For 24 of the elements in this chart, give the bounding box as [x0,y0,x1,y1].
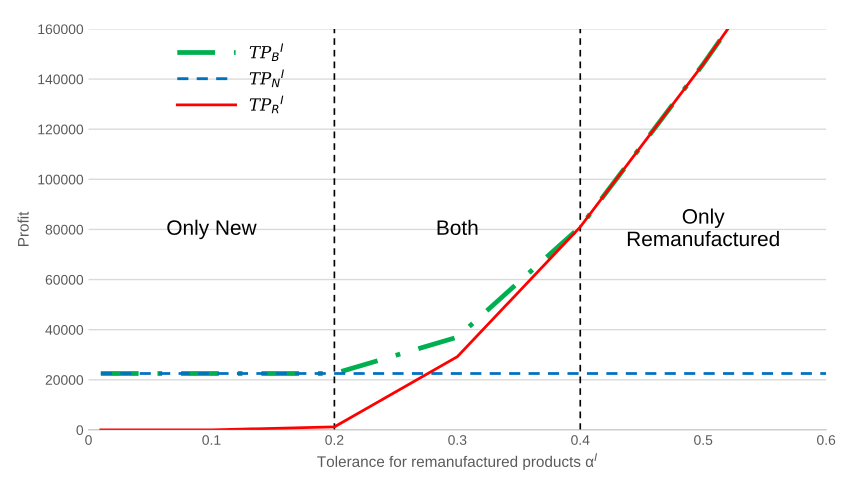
y-tick-label: 160000 [38,24,84,34]
x-tick-label: 0.3 [448,435,466,445]
x-axis-title: Tolerance for remanufactured products α$^{I}$ [317,453,598,470]
y-tick-label: 40000 [45,324,84,335]
legend-label: TP$_{R}$$^{I}$ [250,96,284,114]
x-tick-label: 0.1 [202,435,220,445]
x-tick-label: 0.5 [694,435,712,445]
y-tick-label: 140000 [38,74,84,84]
legend-label: TP$_{N}$$^{I}$ [250,70,284,88]
y-tick-label: 120000 [38,124,84,134]
y-tick-label: 80000 [46,224,84,235]
annotation: Only New [167,220,257,240]
annotation: Both [438,220,478,236]
x-tick-label: 0.2 [325,435,344,445]
y-tick-label: 0 [76,425,84,436]
legend-label: TP$_{B}$$^{I}$ [250,43,284,61]
annotation: Only Remanufactured [628,208,779,246]
y-axis-title: Profit [18,212,29,246]
y-tick-label: 60000 [46,274,84,285]
x-tick-label: 0.4 [571,435,590,445]
y-tick-label: 20000 [46,375,84,385]
x-tick-label: 0.6 [817,435,836,445]
x-tick-label: 0 [85,435,92,445]
y-tick-label: 100000 [38,174,84,184]
